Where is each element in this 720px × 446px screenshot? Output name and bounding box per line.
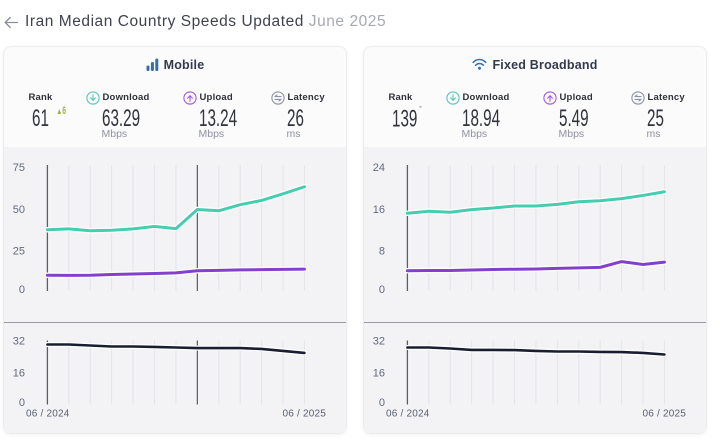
svg-text:06 / 2024: 06 / 2024: [386, 409, 430, 420]
svg-text:06 / 2025: 06 / 2025: [642, 409, 686, 420]
svg-text:16: 16: [373, 204, 385, 216]
svg-text:25: 25: [13, 246, 25, 258]
svg-text:24: 24: [373, 162, 385, 174]
svg-text:16: 16: [13, 368, 25, 380]
svg-text:0: 0: [19, 284, 25, 296]
svg-text:06 / 2025: 06 / 2025: [282, 409, 326, 420]
svg-text:8: 8: [379, 246, 385, 258]
svg-text:0: 0: [379, 397, 385, 409]
svg-text:32: 32: [13, 336, 25, 348]
svg-text:75: 75: [13, 162, 25, 174]
svg-text:50: 50: [13, 204, 25, 216]
svg-text:32: 32: [373, 336, 385, 348]
svg-text:16: 16: [373, 368, 385, 380]
svg-text:0: 0: [379, 284, 385, 296]
svg-text:06 / 2024: 06 / 2024: [26, 409, 70, 420]
svg-text:0: 0: [19, 397, 25, 409]
